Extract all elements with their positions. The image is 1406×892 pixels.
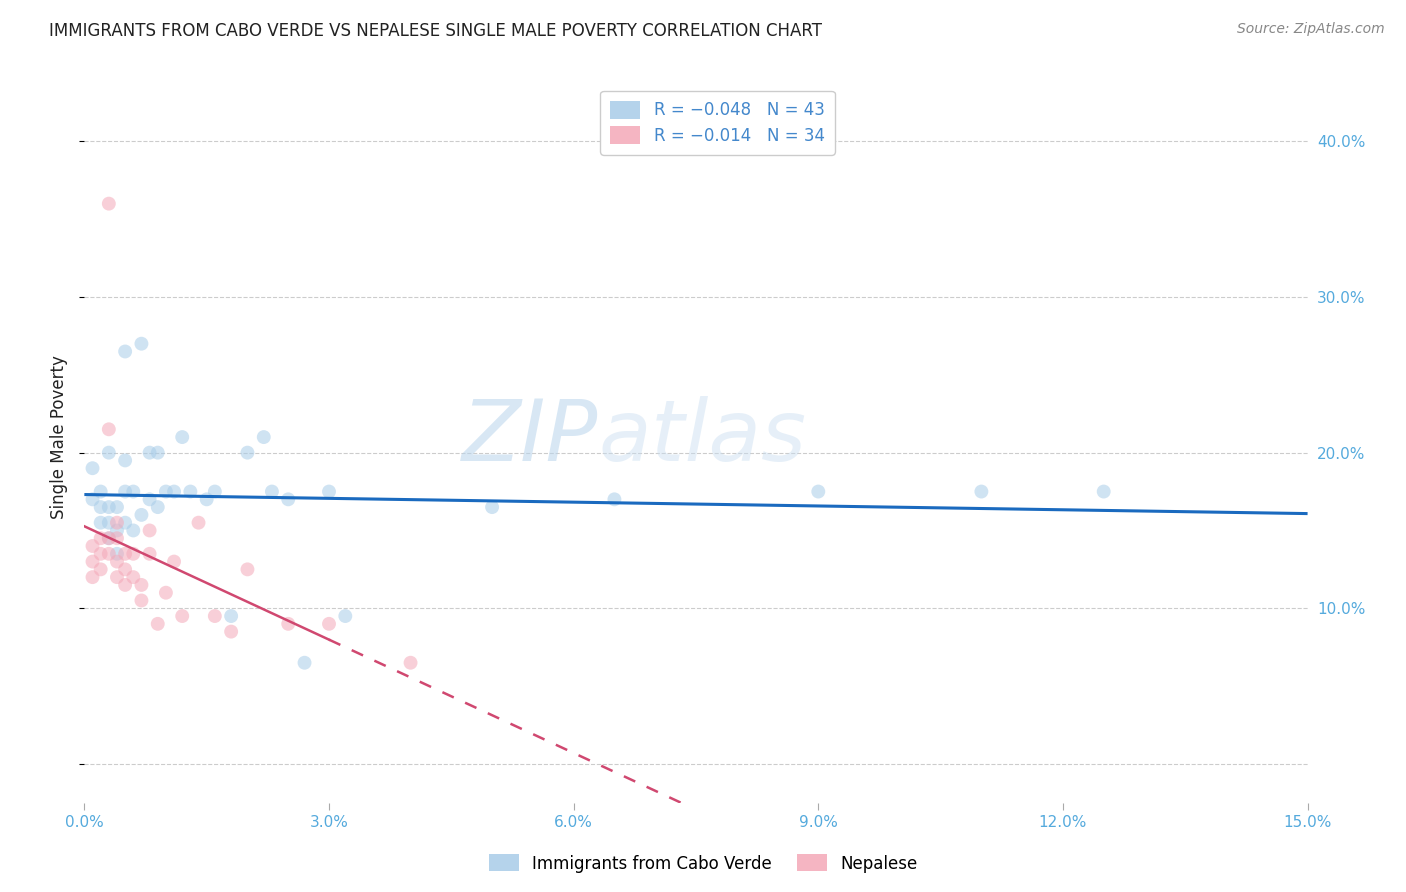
Point xyxy=(277,492,299,507)
Point xyxy=(399,656,422,670)
Point xyxy=(138,524,160,538)
Point xyxy=(97,516,120,530)
Point xyxy=(97,196,120,211)
Point xyxy=(114,344,136,359)
Point xyxy=(131,593,153,607)
Text: IMMIGRANTS FROM CABO VERDE VS NEPALESE SINGLE MALE POVERTY CORRELATION CHART: IMMIGRANTS FROM CABO VERDE VS NEPALESE S… xyxy=(49,22,823,40)
Point xyxy=(172,609,194,624)
Point xyxy=(105,547,128,561)
Y-axis label: Single Male Poverty: Single Male Poverty xyxy=(49,355,67,519)
Text: atlas: atlas xyxy=(598,395,806,479)
Point xyxy=(122,547,145,561)
Point xyxy=(131,578,153,592)
Point xyxy=(236,445,259,459)
Point xyxy=(90,562,112,576)
Point xyxy=(277,616,299,631)
Point xyxy=(236,562,259,576)
Point xyxy=(105,555,128,569)
Point xyxy=(294,656,316,670)
Point xyxy=(122,484,145,499)
Point xyxy=(114,453,136,467)
Point xyxy=(82,461,104,475)
Point xyxy=(97,531,120,545)
Point xyxy=(179,484,201,499)
Point xyxy=(219,609,242,624)
Point xyxy=(146,445,169,459)
Point xyxy=(260,484,283,499)
Point xyxy=(90,500,112,515)
Point xyxy=(114,562,136,576)
Point xyxy=(318,616,340,631)
Point xyxy=(90,547,112,561)
Point xyxy=(105,570,128,584)
Point xyxy=(1092,484,1115,499)
Point xyxy=(603,492,626,507)
Point xyxy=(105,531,128,545)
Point xyxy=(253,430,276,444)
Legend: R = −0.048   N = 43, R = −0.014   N = 34: R = −0.048 N = 43, R = −0.014 N = 34 xyxy=(600,91,835,154)
Point xyxy=(335,609,357,624)
Point xyxy=(97,445,120,459)
Point xyxy=(146,500,169,515)
Point xyxy=(163,484,186,499)
Point xyxy=(97,422,120,436)
Point xyxy=(114,578,136,592)
Point xyxy=(146,616,169,631)
Point xyxy=(155,585,177,599)
Point xyxy=(970,484,993,499)
Point xyxy=(138,445,160,459)
Point xyxy=(163,555,186,569)
Point xyxy=(195,492,218,507)
Point xyxy=(219,624,242,639)
Point xyxy=(204,609,226,624)
Point xyxy=(172,430,194,444)
Point xyxy=(105,516,128,530)
Point xyxy=(187,516,209,530)
Point xyxy=(105,524,128,538)
Point xyxy=(90,531,112,545)
Point xyxy=(122,524,145,538)
Point xyxy=(90,484,112,499)
Point xyxy=(138,547,160,561)
Point xyxy=(105,500,128,515)
Point xyxy=(318,484,340,499)
Point xyxy=(807,484,830,499)
Point xyxy=(82,492,104,507)
Point xyxy=(131,336,153,351)
Text: Source: ZipAtlas.com: Source: ZipAtlas.com xyxy=(1237,22,1385,37)
Point xyxy=(131,508,153,522)
Point xyxy=(481,500,503,515)
Text: ZIP: ZIP xyxy=(461,395,598,479)
Legend: Immigrants from Cabo Verde, Nepalese: Immigrants from Cabo Verde, Nepalese xyxy=(482,847,924,880)
Point xyxy=(114,547,136,561)
Point xyxy=(97,531,120,545)
Point xyxy=(82,539,104,553)
Point xyxy=(204,484,226,499)
Point xyxy=(114,484,136,499)
Point xyxy=(97,500,120,515)
Point xyxy=(90,516,112,530)
Point xyxy=(97,547,120,561)
Point xyxy=(155,484,177,499)
Point xyxy=(138,492,160,507)
Point xyxy=(114,516,136,530)
Point xyxy=(82,555,104,569)
Point xyxy=(122,570,145,584)
Point xyxy=(82,570,104,584)
